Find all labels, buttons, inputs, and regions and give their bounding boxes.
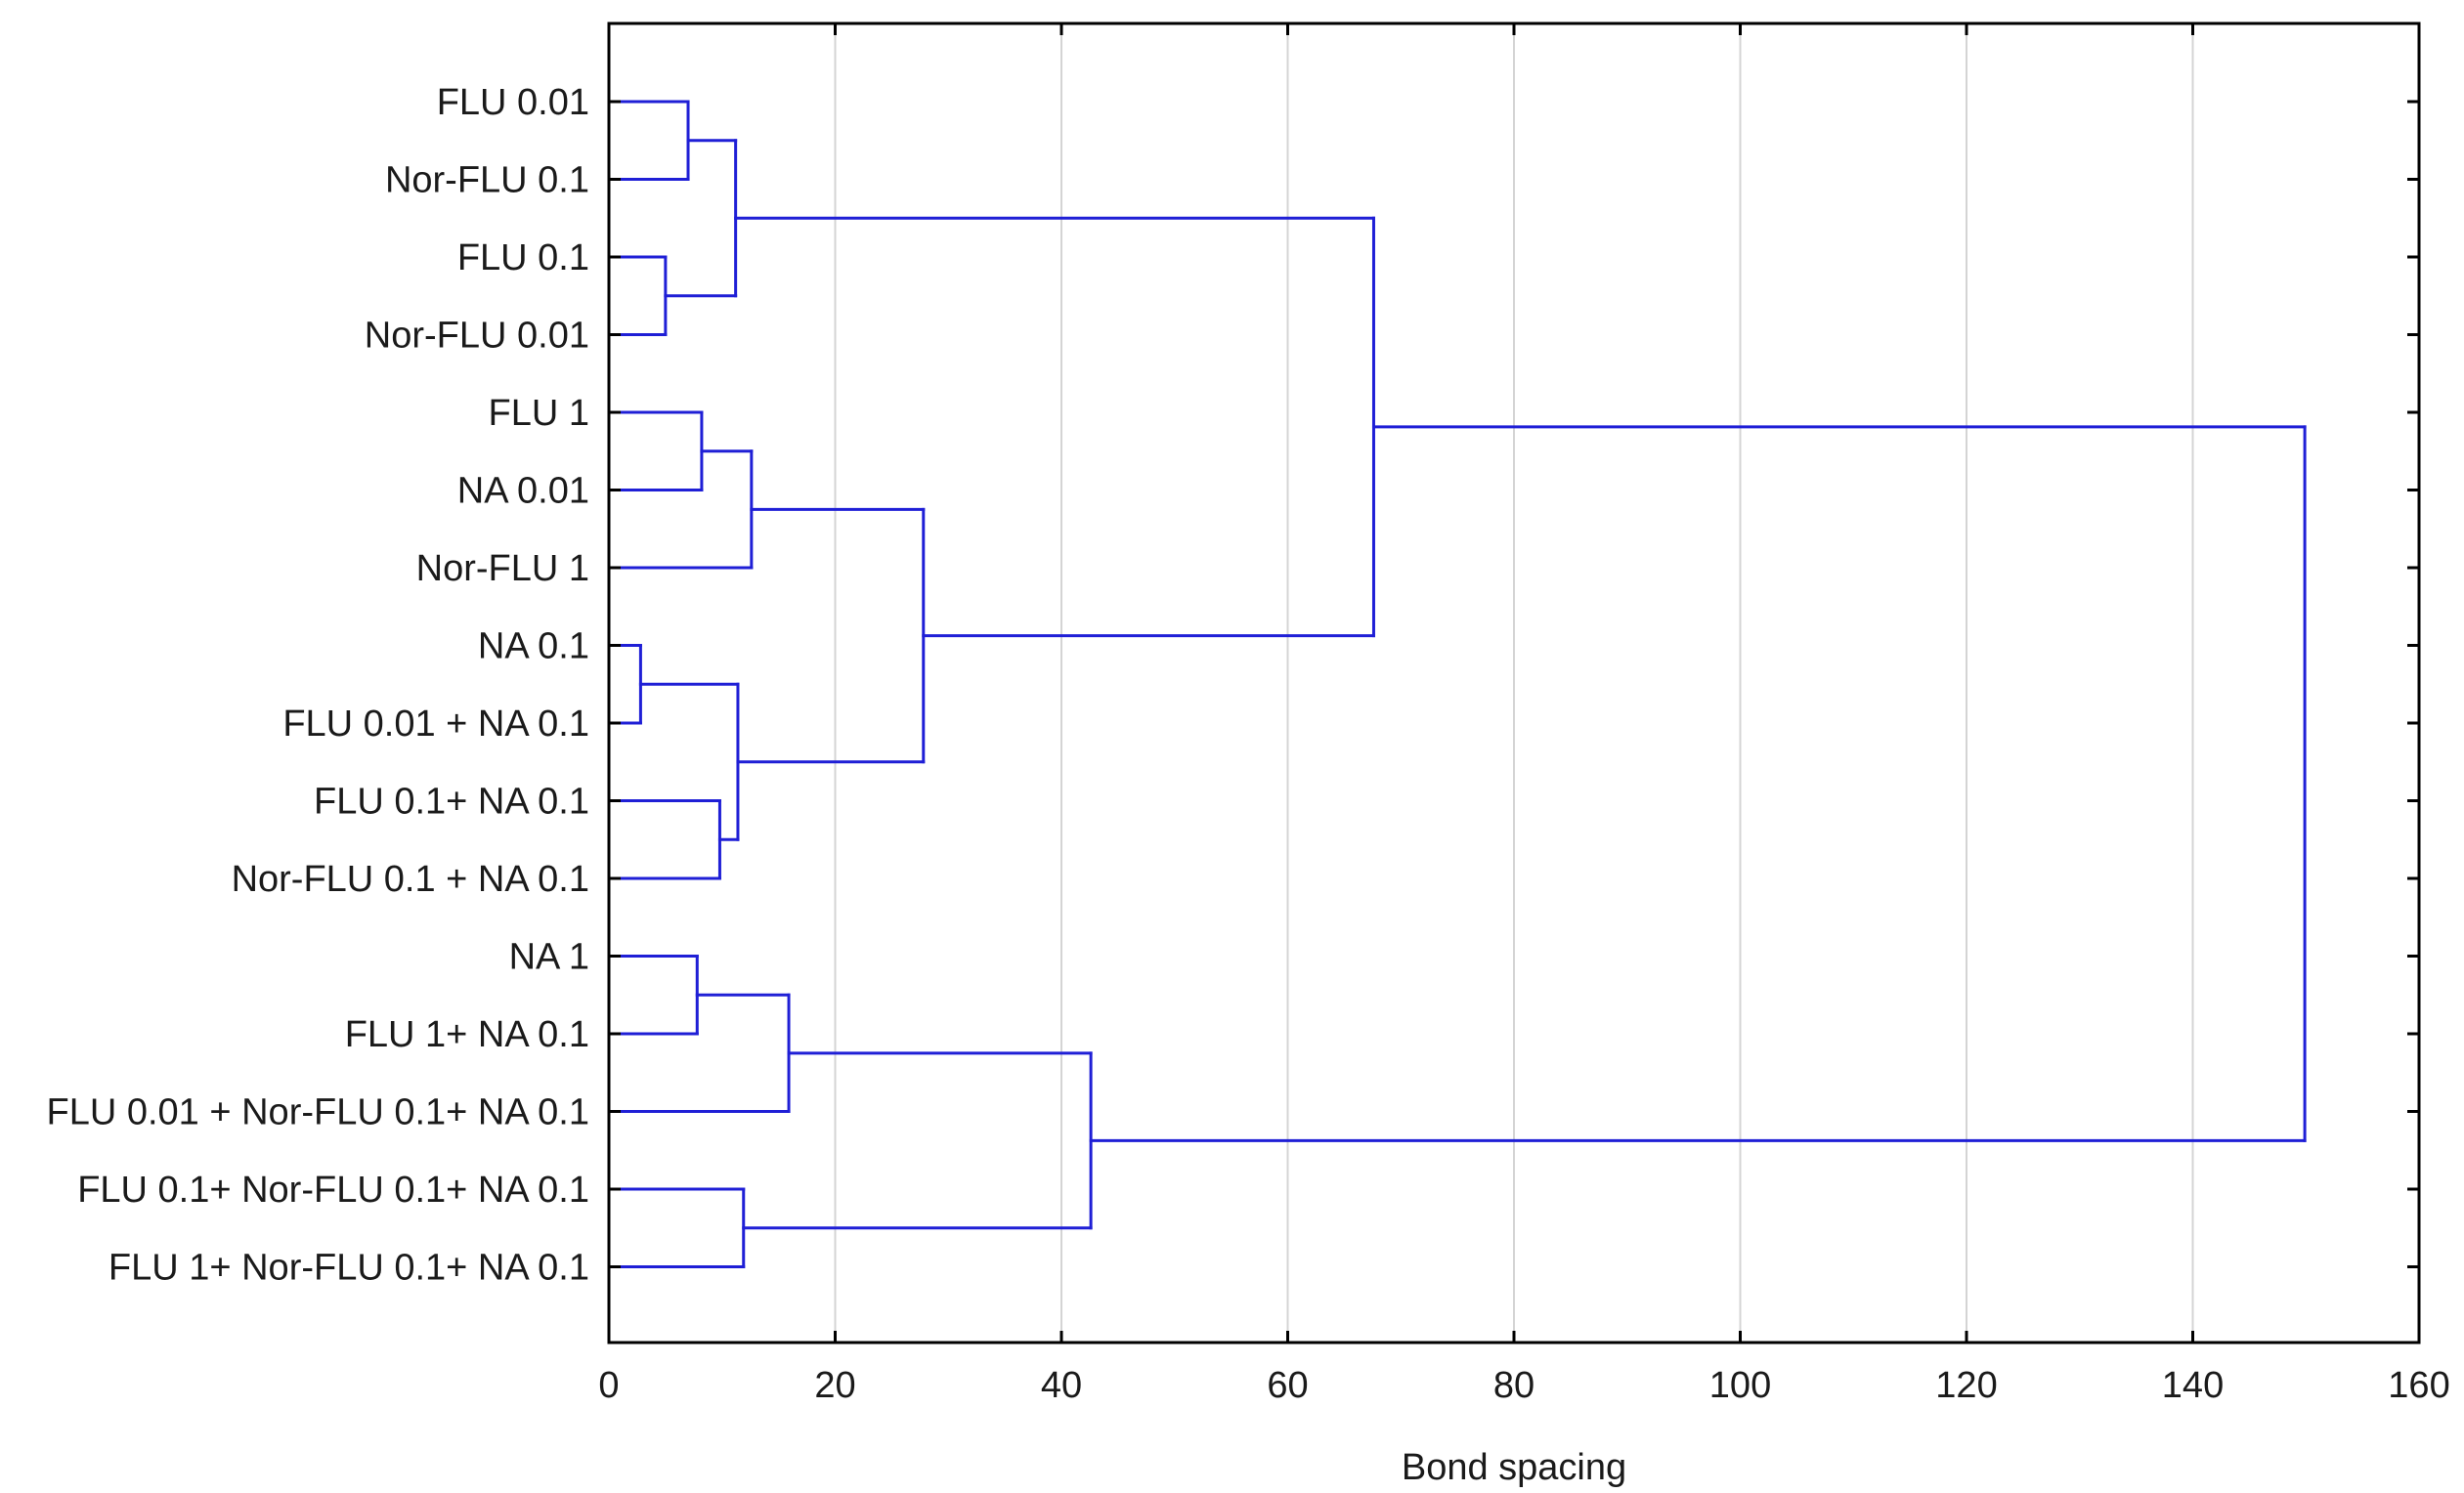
leaf-label: Nor-FLU 0.01 [365,316,589,357]
x-tick-label: 100 [1709,1365,1771,1406]
leaf-label: FLU 1+ Nor-FLU 0.1+ NA 0.1 [108,1248,589,1289]
x-tick-label: 0 [598,1365,619,1406]
leaf-label: Nor-FLU 0.1 [385,160,589,201]
leaf-label: FLU 0.1 [457,237,589,278]
leaf-label: Nor-FLU 0.1 + NA 0.1 [232,859,589,900]
x-axis: 0 20 40 60 80 100 120 140 160 [598,23,2450,1406]
leaf-label: FLU 0.01 + Nor-FLU 0.1+ NA 0.1 [47,1092,590,1133]
x-tick-label: 20 [814,1365,855,1406]
leaf-label: NA 0.01 [457,471,589,512]
leaf-label: FLU 1 [489,393,589,434]
x-tick-label: 140 [2162,1365,2224,1406]
leaf-label: NA 1 [509,937,589,978]
x-tick-label: 160 [2388,1365,2449,1406]
x-tick-label: 40 [1041,1365,1082,1406]
x-tick-label: 60 [1267,1365,1308,1406]
leaf-label: FLU 0.1+ NA 0.1 [314,782,589,823]
grid-lines [834,23,2194,1343]
x-axis-title: Bond spacing [1402,1447,1626,1488]
x-tick-label: 80 [1493,1365,1535,1406]
leaf-label: NA 0.1 [478,626,589,667]
dendrogram-tree [607,100,2307,1268]
leaf-label: FLU 0.01 + NA 0.1 [282,704,589,745]
leaf-labels: FLU 0.01 Nor-FLU 0.1 FLU 0.1 Nor-FLU 0.01 FL… [47,82,2419,1289]
leaf-label: FLU 1+ NA 0.1 [345,1014,589,1055]
leaf-label: FLU 0.01 [437,82,589,123]
leaf-label: FLU 0.1+ Nor-FLU 0.1+ NA 0.1 [77,1170,589,1211]
x-tick-label: 120 [1935,1365,1997,1406]
leaf-label: Nor-FLU 1 [416,548,589,589]
